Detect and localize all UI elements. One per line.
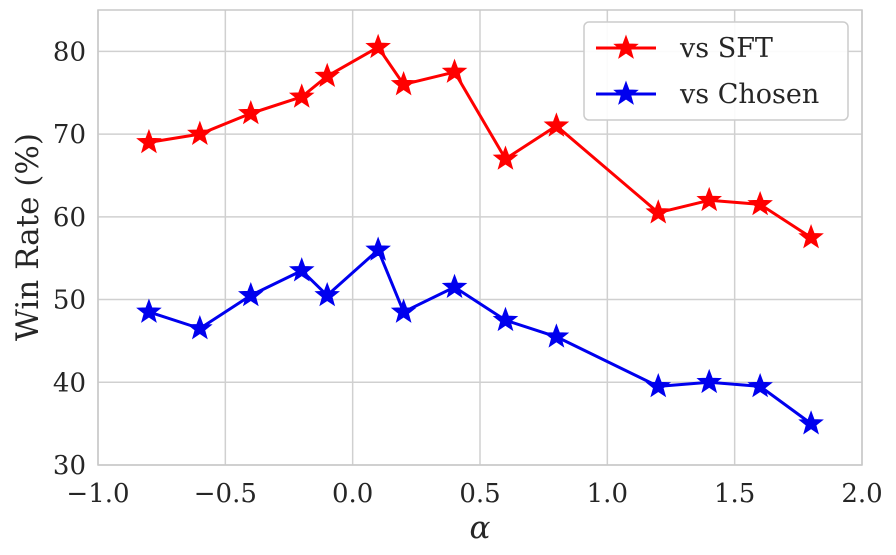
y-tick-label: 70: [53, 120, 86, 150]
data-point-star: [798, 224, 824, 249]
data-point-star: [747, 190, 773, 216]
data-point-star: [492, 306, 519, 332]
data-point-star: [136, 298, 162, 323]
plot-frame: [97, 9, 863, 466]
x-tick-label: −1.0: [66, 479, 129, 509]
data-point-star: [365, 33, 391, 59]
y-tick-label: 30: [53, 451, 86, 481]
legend-label: vs Chosen: [679, 79, 819, 110]
data-point-star: [136, 128, 162, 154]
data-point-star: [238, 99, 264, 125]
data-point-star: [390, 71, 417, 96]
series-1: [136, 33, 824, 249]
data-point-star: [187, 120, 213, 145]
data-point-star: [314, 62, 340, 88]
data-point-star: [543, 112, 570, 137]
series-layer: [136, 33, 824, 435]
data-point-star: [696, 368, 722, 394]
data-point-star: [314, 281, 340, 307]
legend: vs SFT vs Chosen: [583, 21, 849, 121]
y-tick-label: 60: [53, 203, 86, 233]
data-point-star: [645, 199, 672, 224]
data-point-star: [441, 58, 468, 83]
y-tick-label: 40: [53, 368, 86, 398]
x-tick-label: 1.0: [587, 479, 628, 509]
data-point-star: [798, 410, 824, 435]
legend-marker: [613, 34, 639, 59]
legend-marker: [613, 80, 639, 105]
y-tick-label: 50: [53, 286, 86, 316]
x-tick-label: −0.5: [194, 479, 257, 509]
x-tick-label: 2.0: [841, 479, 882, 509]
y-tick-label: 80: [53, 37, 86, 67]
data-point-star: [492, 145, 519, 170]
x-axis-label: α: [470, 510, 491, 546]
data-point-star: [441, 273, 468, 299]
data-point-star: [187, 315, 213, 340]
x-tick-label: 1.5: [714, 479, 755, 509]
data-point-star: [696, 186, 722, 212]
data-point-star: [645, 372, 672, 398]
data-point-star: [238, 281, 264, 307]
y-axis-label: Win Rate (%): [10, 133, 46, 341]
x-tick-label: 0.5: [459, 479, 500, 509]
data-point-star: [390, 298, 417, 323]
data-point-star: [365, 236, 391, 261]
data-point-star: [288, 83, 315, 108]
tick-labels: −1.0 −0.5 0.0 0.5 1.0 1.5 2.0 30 40 50 60 70 80: [53, 37, 883, 509]
data-point-star: [288, 257, 315, 282]
x-tick-label: 0.0: [332, 479, 373, 509]
series-2: [136, 236, 824, 435]
legend-label: vs SFT: [679, 33, 773, 64]
data-point-star: [543, 323, 570, 348]
data-point-star: [747, 372, 773, 398]
